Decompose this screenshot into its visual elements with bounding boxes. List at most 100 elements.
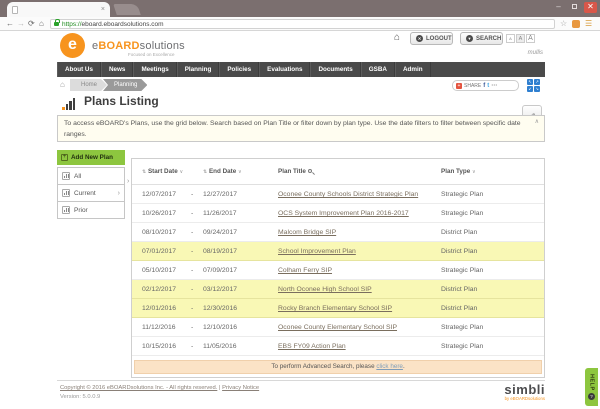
site-home-icon[interactable]: ⌂ (394, 32, 401, 43)
nav-item-evaluations[interactable]: Evaluations (259, 62, 311, 77)
bookmark-star-icon[interactable]: ☆ (560, 19, 568, 28)
nav-item-policies[interactable]: Policies (219, 62, 260, 77)
instructions-box: To access eBOARD's Plans, use the grid b… (57, 115, 545, 142)
font-size-medium-button[interactable]: A (516, 34, 525, 43)
font-size-large-button[interactable]: A (526, 34, 535, 43)
eboard-wordmark[interactable]: eBOARDsolutions (92, 40, 185, 52)
search-icon: ▼ (466, 35, 473, 42)
search-button[interactable]: ▼ SEARCH (460, 32, 503, 45)
plan-title-cell: Colham Ferry SIP (278, 261, 332, 280)
filter-dropdown-icon[interactable]: ∨ (472, 169, 476, 175)
end-date-cell: 11/26/2017 (203, 210, 237, 217)
search-label: SEARCH (476, 35, 502, 42)
date-separator: - (191, 229, 194, 236)
plan-title-link[interactable]: Oconee County Elementary School SIP (278, 324, 398, 331)
plan-title-link[interactable]: Colham Ferry SIP (278, 267, 333, 274)
eboard-logo-mark[interactable]: e (60, 33, 85, 58)
window-minimize-button[interactable]: – (556, 2, 561, 11)
breadcrumb-home[interactable]: Home (70, 79, 107, 91)
home-icon[interactable]: ⌂ (39, 19, 44, 28)
filter-dropdown-icon[interactable]: ∨ (238, 169, 242, 175)
plan-title-link[interactable]: North Oconee High School SIP (278, 286, 372, 293)
twitter-icon[interactable]: t (487, 82, 490, 89)
browser-tab[interactable]: × (7, 2, 110, 17)
extension-icon[interactable] (572, 20, 580, 28)
reload-icon[interactable]: ⟳ (28, 19, 35, 28)
nav-item-gsba[interactable]: GSBA (360, 62, 395, 77)
plan-type-cell: District Plan (441, 305, 478, 312)
logout-button[interactable]: ✕ LOGOUT (410, 32, 453, 45)
plan-type-cell: Strategic Plan (441, 191, 484, 198)
font-size-small-button[interactable]: A (506, 34, 515, 43)
nav-item-documents[interactable]: Documents (310, 62, 361, 77)
start-date-cell: 07/01/2017 (142, 248, 177, 255)
sidebar-item-current[interactable]: Current › (57, 184, 125, 202)
plan-title-link[interactable]: EBS FY09 Action Plan (278, 343, 346, 350)
help-tab[interactable]: HELP ? (585, 368, 598, 406)
add-new-plan-label: Add New Plan (71, 154, 113, 161)
nav-item-news[interactable]: News (100, 62, 134, 77)
plan-title-link[interactable]: Malcom Bridge SIP (278, 229, 337, 236)
sidebar-item-prior[interactable]: Prior (57, 201, 125, 219)
brand-tagline: Focused on Excellence (128, 52, 175, 57)
forward-icon[interactable]: → (17, 19, 25, 28)
plus-icon: + (61, 154, 68, 161)
window-maximize-button[interactable] (568, 2, 581, 13)
more-share-icon[interactable]: ⋯ (491, 83, 498, 89)
nav-item-meetings[interactable]: Meetings (133, 62, 177, 77)
tab-close-icon[interactable]: × (100, 6, 105, 13)
plan-title-cell: Malcom Bridge SIP (278, 223, 336, 242)
expand-ne-icon: ↗ (534, 79, 540, 85)
nav-item-admin[interactable]: Admin (394, 62, 431, 77)
table-row: 12/01/2016 - 12/30/2016 Rocky Branch Ele… (132, 299, 544, 318)
plan-title-link[interactable]: OCS System Improvement Plan 2016-2017 (278, 210, 409, 217)
column-header-plan-title[interactable]: Plan Title (278, 168, 312, 175)
nav-item-about-us[interactable]: About Us (57, 62, 101, 77)
plan-title-cell: Rocky Branch Elementary School SIP (278, 299, 392, 318)
start-date-cell: 10/15/2016 (142, 343, 177, 350)
start-date-cell: 11/12/2016 (142, 324, 176, 331)
nav-item-planning[interactable]: Planning (176, 62, 220, 77)
column-header-plan-type[interactable]: Plan Type ∨ (441, 168, 476, 175)
version-text: Version: 5.0.0.9 (60, 394, 101, 400)
back-icon[interactable]: ← (6, 19, 14, 28)
add-new-plan-button[interactable]: + Add New Plan (57, 150, 125, 165)
browser-menu-icon[interactable]: ☰ (585, 19, 593, 28)
address-bar[interactable]: https:// eboard.eboardsolutions.com (50, 19, 555, 29)
logout-icon: ✕ (416, 35, 423, 42)
sidebar-collapse-arrow[interactable]: › (127, 178, 130, 185)
column-header-end-date[interactable]: ⇅ End Date ∨ (203, 168, 242, 175)
simbli-wordmark: simbli (504, 382, 545, 397)
window-close-button[interactable]: ✕ (584, 2, 597, 13)
date-separator: - (191, 343, 194, 350)
plan-title-link[interactable]: Oconee County Schools District Strategic… (278, 191, 419, 198)
privacy-notice-link[interactable]: Privacy Notice (222, 385, 260, 391)
facebook-icon[interactable]: f (483, 82, 486, 89)
sidebar-item-all[interactable]: All (57, 167, 125, 185)
breadcrumb-planning[interactable]: Planning (103, 79, 147, 91)
collapse-instructions-icon[interactable]: ∧ (534, 119, 539, 125)
plan-list-icon (62, 172, 70, 180)
url-host: eboard.eboardsolutions.com (81, 20, 164, 28)
sort-icon[interactable]: ⇅ (203, 169, 208, 175)
sort-icon[interactable]: ⇅ (142, 169, 147, 175)
plan-title-link[interactable]: Rocky Branch Elementary School SIP (278, 305, 393, 312)
copyright-link[interactable]: Copyright © 2016 eBOARDsolutions Inc. - … (60, 385, 218, 391)
new-tab-button[interactable] (113, 4, 141, 15)
addthis-icon[interactable]: + (456, 82, 462, 89)
date-separator: - (191, 324, 194, 331)
plan-title-cell: OCS System Improvement Plan 2016-2017 (278, 204, 409, 223)
logged-in-username: mullis (527, 50, 543, 56)
grid-header-row: ⇅ Start Date ∨ ⇅ End Date ∨ Plan Title P… (132, 159, 544, 185)
breadcrumb-home-icon[interactable]: ⌂ (60, 80, 65, 89)
help-question-icon: ? (588, 392, 595, 400)
filter-dropdown-icon[interactable]: ∨ (179, 169, 184, 175)
column-header-start-date[interactable]: ⇅ Start Date ∨ (142, 168, 184, 175)
plan-title-link[interactable]: School Improvement Plan (278, 248, 356, 255)
simbli-tagline: by eBOARDsolutions (504, 396, 545, 401)
search-magnifier-icon[interactable] (307, 169, 312, 173)
advanced-search-link[interactable]: click here (376, 363, 403, 370)
share-widget[interactable]: + SHARE f t ⋯ (452, 80, 519, 91)
expand-page-icon[interactable]: ↖ ↗ ↙ ↘ (527, 79, 540, 92)
end-date-cell: 11/05/2016 (203, 343, 237, 350)
